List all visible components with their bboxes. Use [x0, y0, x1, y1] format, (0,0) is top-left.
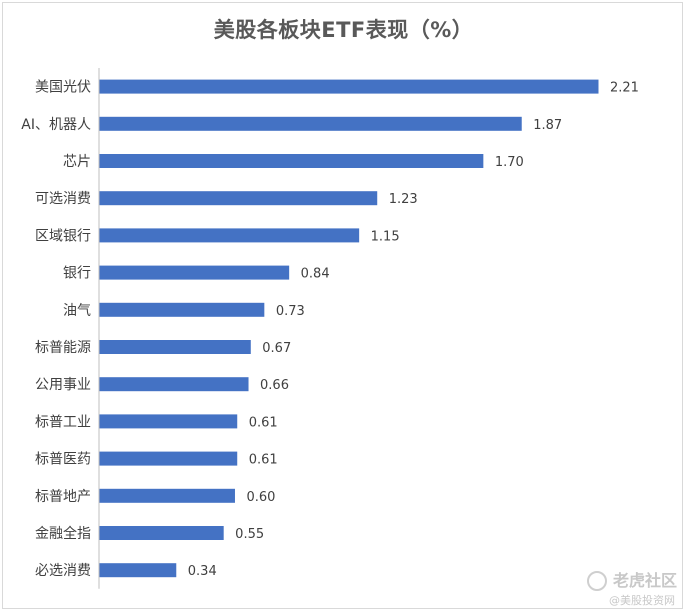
data-label: 0.66 [260, 378, 289, 393]
bar [99, 526, 224, 540]
data-label: 0.84 [301, 267, 330, 282]
data-label: 0.55 [235, 527, 264, 542]
bar [99, 191, 378, 206]
category-label: 标普地产 [35, 489, 91, 505]
bar [99, 414, 238, 429]
bar [99, 79, 599, 94]
data-label: 1.70 [495, 155, 524, 170]
data-label: 0.34 [188, 564, 217, 579]
category-label: 标普工业 [35, 414, 91, 430]
bar [99, 116, 522, 131]
category-label: 芯片 [63, 154, 91, 170]
category-label: 油气 [63, 303, 91, 319]
category-label: AI、机器人 [21, 117, 91, 133]
category-label: 可选消费 [35, 191, 91, 207]
bar [99, 488, 235, 503]
data-label: 0.60 [246, 490, 275, 505]
watermark-text: 老虎社区 [612, 571, 677, 590]
category-label: 标普医药 [35, 452, 91, 468]
bar [99, 228, 360, 243]
data-label: 2.21 [610, 81, 639, 96]
watermark: 老虎社区 [586, 567, 677, 591]
bar [99, 563, 177, 578]
data-label: 1.87 [533, 118, 562, 133]
bar [99, 340, 251, 354]
category-label: 银行 [63, 266, 91, 282]
data-label: 1.23 [389, 192, 418, 207]
category-label: 金融全指 [35, 525, 91, 542]
bar [99, 302, 265, 317]
data-label: 0.73 [276, 304, 305, 319]
chart-title: 美股各板块ETF表现（%） [213, 18, 474, 42]
bar [99, 377, 249, 392]
data-label: 0.61 [249, 415, 278, 430]
bar [99, 451, 238, 466]
tiger-logo-icon [586, 571, 607, 591]
category-label: 区域银行 [35, 228, 91, 244]
category-label: 美国光伏 [35, 80, 91, 96]
category-label: 必选消费 [35, 563, 91, 579]
bar [99, 265, 290, 280]
data-label: 0.67 [262, 341, 291, 356]
category-label: 公用事业 [35, 377, 91, 393]
watermark-sub: @美股投资网 [609, 594, 675, 607]
category-label: 标普能源 [35, 340, 91, 356]
bar [99, 154, 484, 168]
data-label: 1.15 [371, 229, 400, 244]
data-label: 0.61 [249, 453, 278, 468]
